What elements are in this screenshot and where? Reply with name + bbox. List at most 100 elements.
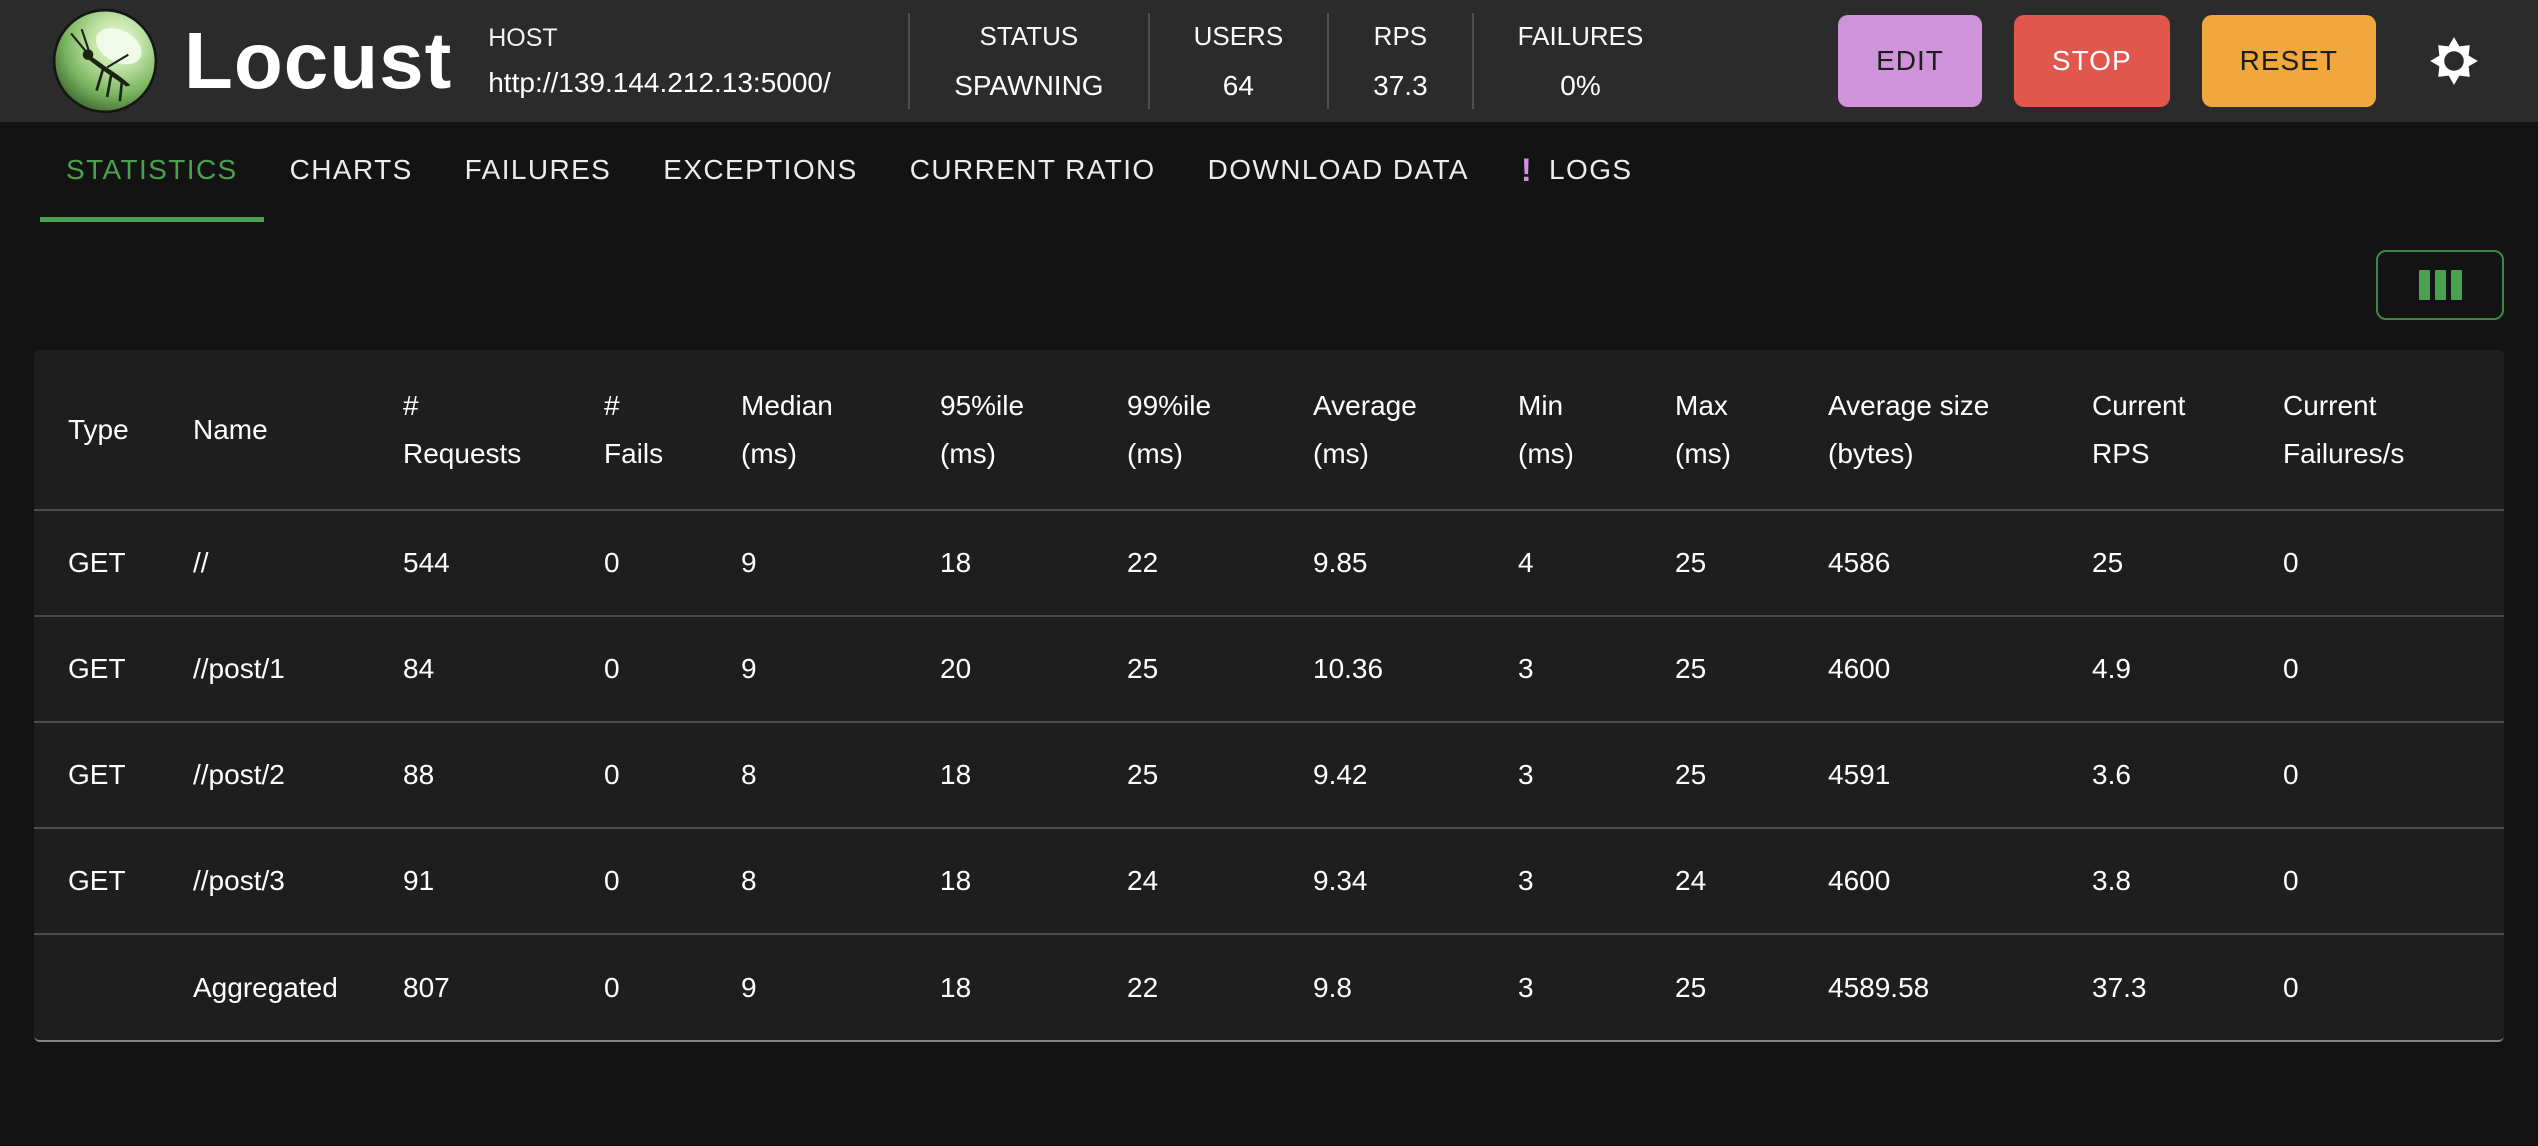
- cell-current-rps: 25: [2092, 547, 2124, 578]
- tab-bar: STATISTICS CHARTS FAILURES EXCEPTIONS CU…: [0, 122, 2538, 222]
- col-label: Current: [2283, 389, 2377, 421]
- col-label: (ms): [741, 437, 797, 469]
- stat-value: SPAWNING: [954, 69, 1104, 101]
- col-header-p95[interactable]: 95%ile (ms): [906, 350, 1093, 510]
- col-label: Name: [193, 413, 268, 445]
- cell-name: //post/2: [193, 759, 285, 790]
- app-title: Locust: [184, 16, 453, 105]
- cell-current-rps: 37.3: [2092, 971, 2147, 1003]
- col-header-median[interactable]: Median (ms): [707, 350, 906, 510]
- col-label: (ms): [1518, 437, 1574, 469]
- cell-name: //post/1: [193, 653, 285, 684]
- table-columns-icon: [2434, 270, 2446, 300]
- table-row: GET //post/1 84 0 9 20 25 10.36 3 25 460…: [34, 616, 2504, 722]
- column-selector-button[interactable]: [2376, 250, 2504, 320]
- reset-button[interactable]: RESET: [2201, 15, 2376, 107]
- cell-average: 9.42: [1313, 759, 1368, 790]
- col-header-type[interactable]: Type: [34, 350, 159, 510]
- cell-min: 3: [1518, 865, 1534, 896]
- cell-p99: 24: [1127, 865, 1159, 896]
- host-label: HOST: [488, 23, 558, 52]
- tab-label: EXCEPTIONS: [663, 153, 858, 185]
- cell-fails: 0: [604, 759, 620, 790]
- cell-average: 9.34: [1313, 865, 1368, 896]
- tab-label: LOGS: [1549, 153, 1633, 185]
- stop-button[interactable]: STOP: [2013, 15, 2170, 107]
- tab-download-data[interactable]: DOWNLOAD DATA: [1182, 122, 1495, 222]
- settings-button[interactable]: [2428, 35, 2480, 87]
- cell-current-failures: 0: [2283, 759, 2299, 790]
- col-label: 99%ile: [1127, 389, 1212, 421]
- col-header-current-rps[interactable]: Current RPS: [2058, 350, 2249, 510]
- stat-status: STATUS SPAWNING: [910, 21, 1147, 102]
- col-header-average[interactable]: Average (ms): [1279, 350, 1484, 510]
- col-label: 95%ile: [940, 389, 1025, 421]
- cell-avg-size: 4600: [1828, 865, 1891, 896]
- tab-label: CURRENT RATIO: [909, 153, 1156, 185]
- col-label: Failures/s: [2283, 437, 2405, 469]
- cell-median: 9: [741, 547, 757, 578]
- cell-name: Aggregated: [193, 971, 338, 1003]
- col-header-name[interactable]: Name: [159, 350, 369, 510]
- edit-button[interactable]: EDIT: [1838, 15, 1982, 107]
- col-header-p99[interactable]: 99%ile (ms): [1093, 350, 1279, 510]
- col-header-max[interactable]: Max (ms): [1641, 350, 1794, 510]
- col-label: RPS: [2092, 437, 2150, 469]
- col-label: Max: [1675, 389, 1728, 421]
- cell-median: 9: [741, 971, 757, 1003]
- cell-min: 3: [1518, 759, 1534, 790]
- cell-current-failures: 0: [2283, 971, 2299, 1003]
- col-header-requests[interactable]: # Requests: [369, 350, 570, 510]
- cell-current-failures: 0: [2283, 653, 2299, 684]
- stat-value: 64: [1222, 69, 1254, 101]
- col-header-avg-size[interactable]: Average size (bytes): [1794, 350, 2058, 510]
- cell-max: 24: [1675, 865, 1707, 896]
- host-block: HOST http://139.144.212.13:5000/: [488, 24, 908, 99]
- cell-type: GET: [68, 547, 126, 578]
- cell-p95: 18: [940, 971, 972, 1003]
- stat-failures: FAILURES 0%: [1474, 21, 1688, 102]
- col-header-fails[interactable]: # Fails: [570, 350, 707, 510]
- cell-p99: 25: [1127, 653, 1159, 684]
- tab-current-ratio[interactable]: CURRENT RATIO: [884, 122, 1182, 222]
- tab-exceptions[interactable]: EXCEPTIONS: [637, 122, 883, 222]
- stat-value: 37.3: [1373, 69, 1428, 101]
- col-label: Fails: [604, 437, 664, 469]
- cell-avg-size: 4589.58: [1828, 971, 1930, 1003]
- col-label: Average size: [1828, 389, 1990, 421]
- tab-label: CHARTS: [289, 153, 413, 185]
- table-columns-icon: [2450, 270, 2462, 300]
- cell-avg-size: 4600: [1828, 653, 1891, 684]
- header-actions: EDIT STOP RESET: [1838, 15, 2538, 107]
- col-header-min[interactable]: Min (ms): [1484, 350, 1641, 510]
- cell-fails: 0: [604, 547, 620, 578]
- tab-failures[interactable]: FAILURES: [439, 122, 638, 222]
- col-label: (ms): [1675, 437, 1731, 469]
- tab-logs[interactable]: ! LOGS: [1495, 122, 1658, 222]
- statistics-table: Type Name # Requests # Fails Median (ms) 95…: [34, 350, 2504, 1040]
- table-header-row: Type Name # Requests # Fails Median (ms) 95…: [34, 350, 2504, 510]
- cell-type: GET: [68, 759, 126, 790]
- cell-min: 3: [1518, 971, 1534, 1003]
- tab-label: STATISTICS: [66, 153, 238, 185]
- cell-median: 9: [741, 653, 757, 684]
- divider: [1471, 13, 1474, 109]
- cell-name: //: [193, 547, 209, 578]
- cell-current-rps: 3.8: [2092, 865, 2131, 896]
- tab-statistics[interactable]: STATISTICS: [40, 122, 264, 222]
- table-row-aggregated: Aggregated 807 0 9 18 22 9.8 3 25 4589.5…: [34, 934, 2504, 1040]
- col-label: (ms): [1313, 437, 1369, 469]
- divider: [1147, 13, 1150, 109]
- col-label: Type: [68, 413, 129, 445]
- cell-requests: 84: [403, 653, 435, 684]
- col-header-current-failures[interactable]: Current Failures/s: [2249, 350, 2504, 510]
- cell-min: 3: [1518, 653, 1534, 684]
- locust-logo-icon: [52, 8, 158, 114]
- cell-average: 9.85: [1313, 547, 1368, 578]
- tab-charts[interactable]: CHARTS: [264, 122, 439, 222]
- cell-avg-size: 4591: [1828, 759, 1891, 790]
- divider: [1327, 13, 1330, 109]
- cell-max: 25: [1675, 759, 1707, 790]
- cell-fails: 0: [604, 971, 620, 1003]
- cell-max: 25: [1675, 653, 1707, 684]
